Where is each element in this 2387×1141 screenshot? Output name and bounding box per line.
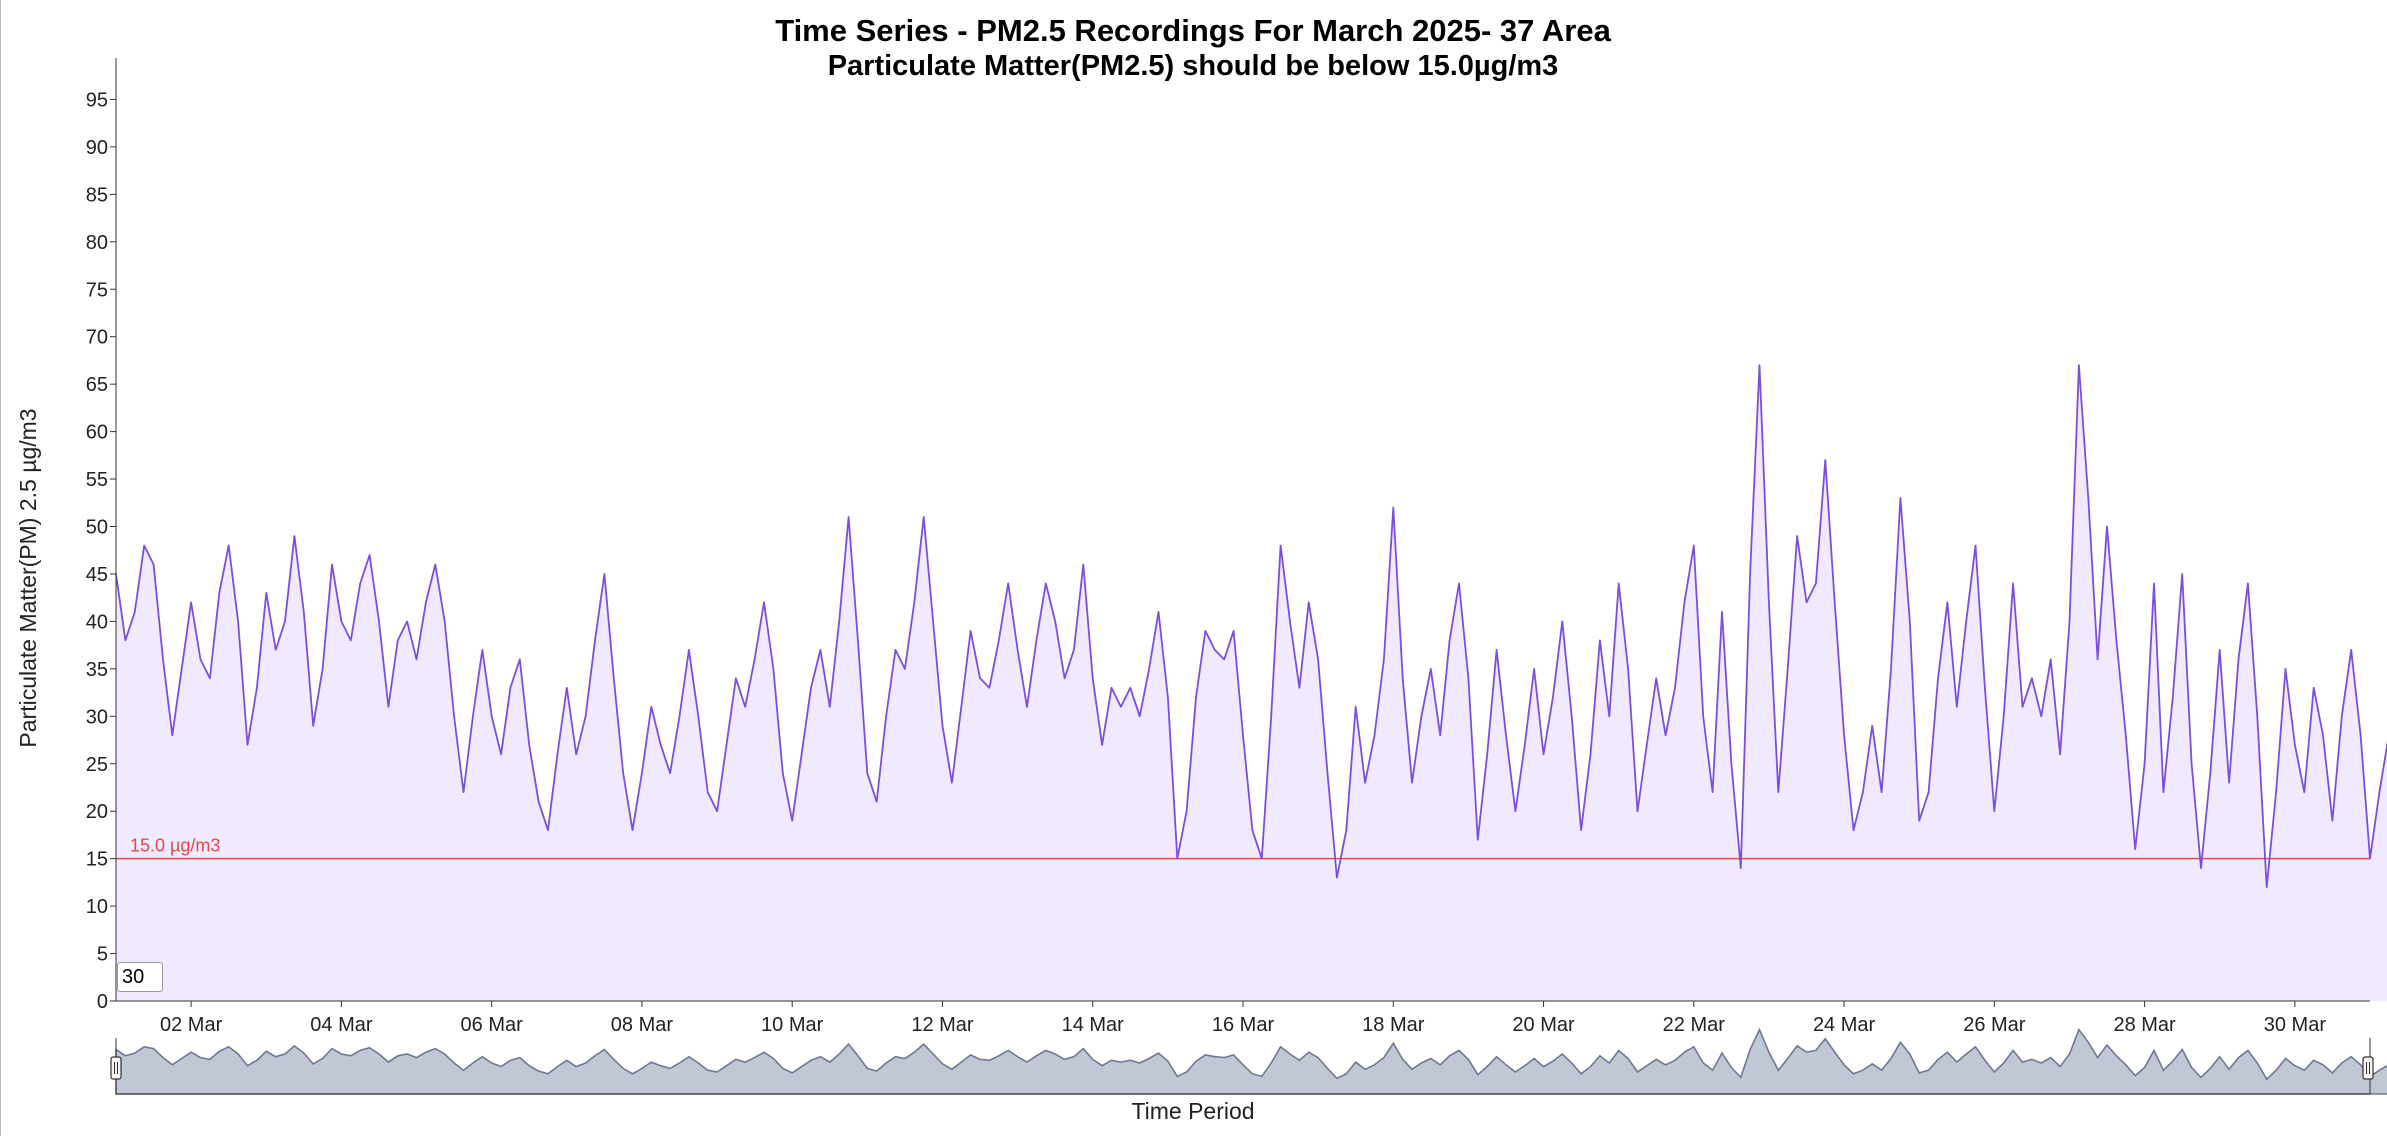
plot-area: 15.0 µg/m3 0 5 10 15 20 25 30 35 40 45 50 55 60 65 70 75… xyxy=(86,58,2387,1036)
x-tick-label: 16 Mar xyxy=(1212,1014,1275,1036)
y-tick-label: 10 xyxy=(86,896,108,918)
x-tick-label: 20 Mar xyxy=(1512,1014,1575,1036)
y-tick-label: 65 xyxy=(86,374,108,396)
threshold-label: 15.0 µg/m3 xyxy=(130,836,220,856)
x-tick-label: 14 Mar xyxy=(1062,1014,1125,1036)
navigator-handle-right[interactable] xyxy=(2362,1056,2374,1080)
x-axis-label: Time Period xyxy=(1131,1098,1254,1124)
y-tick-label: 20 xyxy=(86,801,108,823)
x-tick-label: 26 Mar xyxy=(1963,1014,2026,1036)
y-tick-label: 70 xyxy=(86,327,108,349)
chart-title: Time Series - PM2.5 Recordings For March… xyxy=(775,13,1611,48)
y-tick-label: 30 xyxy=(86,706,108,728)
y-tick-label: 50 xyxy=(86,517,108,539)
x-tick-label: 06 Mar xyxy=(461,1014,524,1036)
y-tick-label: 60 xyxy=(86,422,108,444)
window-edge xyxy=(0,0,1,1136)
y-tick-label: 40 xyxy=(86,611,108,633)
x-tick-label: 02 Mar xyxy=(160,1014,223,1036)
x-tick-label: 28 Mar xyxy=(2113,1014,2176,1036)
x-tick-label: 22 Mar xyxy=(1663,1014,1726,1036)
y-tick-label: 95 xyxy=(86,89,108,111)
range-navigator[interactable] xyxy=(110,1027,2387,1095)
navigator-series xyxy=(115,1027,2387,1095)
y-tick-label: 15 xyxy=(86,849,108,871)
navigator-handle-left[interactable] xyxy=(110,1056,122,1080)
x-tick-label: 10 Mar xyxy=(761,1014,824,1036)
x-tick-label: 18 Mar xyxy=(1362,1014,1425,1036)
series-area xyxy=(116,365,2387,1001)
y-tick-label: 90 xyxy=(86,137,108,159)
series-line xyxy=(115,364,2387,888)
y-tick-label: 45 xyxy=(86,564,108,586)
zoom-level-input[interactable]: 30 xyxy=(117,962,163,992)
y-tick-label: 80 xyxy=(86,232,108,254)
y-tick-label: 85 xyxy=(86,184,108,206)
chart-subtitle: Particulate Matter(PM2.5) should be belo… xyxy=(828,50,1559,82)
y-tick-label: 25 xyxy=(86,754,108,776)
y-tick-label: 55 xyxy=(86,469,108,491)
x-tick-label: 04 Mar xyxy=(310,1014,373,1036)
x-tick-label: 24 Mar xyxy=(1813,1014,1876,1036)
x-tick-label: 30 Mar xyxy=(2264,1014,2327,1036)
y-tick-label: 35 xyxy=(86,659,108,681)
x-tick-label: 12 Mar xyxy=(911,1014,974,1036)
y-tick-label: 5 xyxy=(97,944,108,966)
y-tick-label: 0 xyxy=(97,991,108,1013)
y-tick-label: 75 xyxy=(86,279,108,301)
y-axis-label: Particulate Matter(PM) 2.5 µg/m3 xyxy=(15,408,41,747)
x-tick-label: 08 Mar xyxy=(611,1014,674,1036)
